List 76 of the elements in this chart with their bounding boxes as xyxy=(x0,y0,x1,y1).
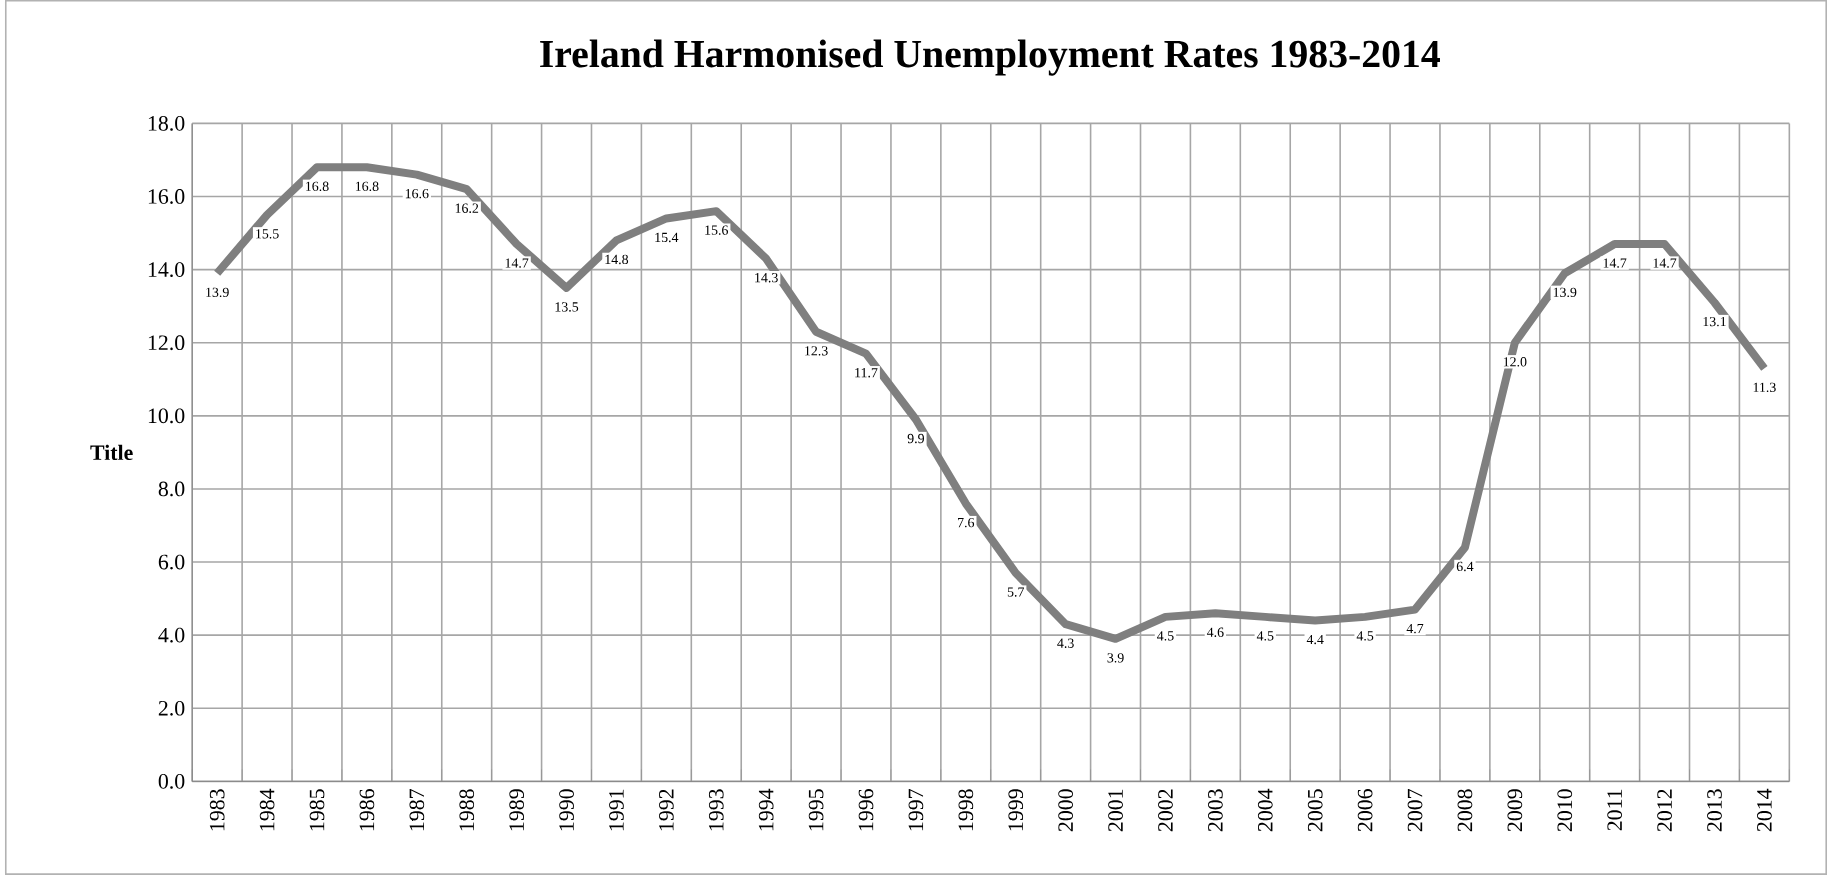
y-tick-label: 6.0 xyxy=(158,554,185,570)
x-tick-label: 1990 xyxy=(559,789,574,831)
data-label: 15.6 xyxy=(705,225,729,235)
x-tick-label: 1995 xyxy=(808,789,824,831)
x-tick-label: 1983 xyxy=(209,789,225,831)
data-label: 4.5 xyxy=(1256,631,1274,641)
data-label: 14.7 xyxy=(1603,258,1627,268)
x-tick-label: 2004 xyxy=(1257,788,1273,832)
data-label: 14.8 xyxy=(605,254,629,265)
data-label: 4.7 xyxy=(1406,623,1424,634)
y-tick-label: 14.0 xyxy=(148,262,185,278)
x-tick-label: 1999 xyxy=(1008,789,1024,831)
chart-title: Ireland Harmonised Unemployment Rates 1983-2014 xyxy=(540,39,1440,76)
data-label: 4.4 xyxy=(1306,634,1324,645)
data-label: 4.5 xyxy=(1157,631,1174,641)
x-tick-label: 1996 xyxy=(858,789,874,831)
data-label: 14.7 xyxy=(1653,258,1677,268)
x-tick-label: 2013 xyxy=(1707,789,1722,832)
x-tick-label: 1994 xyxy=(758,788,774,831)
data-label: 11.3 xyxy=(1753,382,1776,393)
x-tick-label: 1988 xyxy=(459,789,475,831)
data-label: 13.9 xyxy=(1553,287,1577,298)
data-label: 15.4 xyxy=(655,232,679,243)
data-label: 12.0 xyxy=(1503,357,1527,367)
x-tick-label: 2012 xyxy=(1657,789,1672,832)
data-label: 13.9 xyxy=(206,287,229,298)
x-tick-label: 1987 xyxy=(409,789,425,831)
y-axis-title: Title xyxy=(90,444,133,461)
y-tick-label: 8.0 xyxy=(158,481,185,497)
x-tick-label: 2003 xyxy=(1208,789,1223,832)
y-tick-label: 4.0 xyxy=(158,627,185,643)
data-label: 4.5 xyxy=(1356,631,1374,641)
x-tick-label: 2001 xyxy=(1108,789,1123,832)
x-tick-label: 2000 xyxy=(1058,789,1074,832)
y-tick-label: 2.0 xyxy=(158,700,185,716)
x-tick-label: 1991 xyxy=(609,789,624,831)
x-tick-label: 2008 xyxy=(1457,789,1473,832)
data-label: 6.4 xyxy=(1456,561,1474,572)
x-tick-label: 2007 xyxy=(1407,789,1423,832)
data-label: 16.8 xyxy=(306,181,329,192)
data-label: 16.8 xyxy=(355,181,379,192)
data-label: 4.6 xyxy=(1206,627,1224,638)
x-tick-label: 1998 xyxy=(958,789,974,831)
y-tick-label: 18.0 xyxy=(148,116,185,131)
x-tick-label: 2009 xyxy=(1507,789,1523,832)
x-tick-label: 2011 xyxy=(1607,789,1623,831)
data-label: 7.6 xyxy=(958,517,975,528)
x-tick-label: 1986 xyxy=(359,789,375,831)
x-tick-label: 1997 xyxy=(908,789,924,831)
data-label: 12.3 xyxy=(805,346,828,356)
data-label: 3.9 xyxy=(1107,653,1124,663)
data-label: 14.3 xyxy=(755,273,778,283)
x-tick-label: 2005 xyxy=(1307,789,1323,832)
data-label: 15.5 xyxy=(256,229,279,239)
data-label: 4.3 xyxy=(1057,638,1074,648)
data-label: 5.7 xyxy=(1007,587,1025,597)
data-label: 13.1 xyxy=(1703,316,1726,327)
x-tick-label: 1992 xyxy=(659,789,674,831)
x-tick-label: 2006 xyxy=(1357,789,1373,832)
y-tick-label: 10.0 xyxy=(148,408,185,424)
x-tick-label: 1984 xyxy=(259,788,275,831)
x-tick-label: 2002 xyxy=(1158,789,1173,832)
data-label: 16.2 xyxy=(455,203,479,213)
data-label: 13.5 xyxy=(555,302,579,312)
data-label: 16.6 xyxy=(405,188,429,199)
x-tick-label: 2014 xyxy=(1757,788,1772,832)
data-label: 14.7 xyxy=(505,258,529,268)
x-tick-label: 2010 xyxy=(1557,789,1573,832)
x-tick-label: 1993 xyxy=(708,789,724,831)
y-tick-label: 0.0 xyxy=(158,774,185,789)
y-tick-label: 12.0 xyxy=(148,335,185,351)
data-label: 11.7 xyxy=(855,368,878,378)
x-tick-label: 1985 xyxy=(309,789,325,831)
data-label: 9.9 xyxy=(907,433,925,444)
x-tick-label: 1989 xyxy=(509,789,524,831)
y-tick-label: 16.0 xyxy=(148,189,185,204)
